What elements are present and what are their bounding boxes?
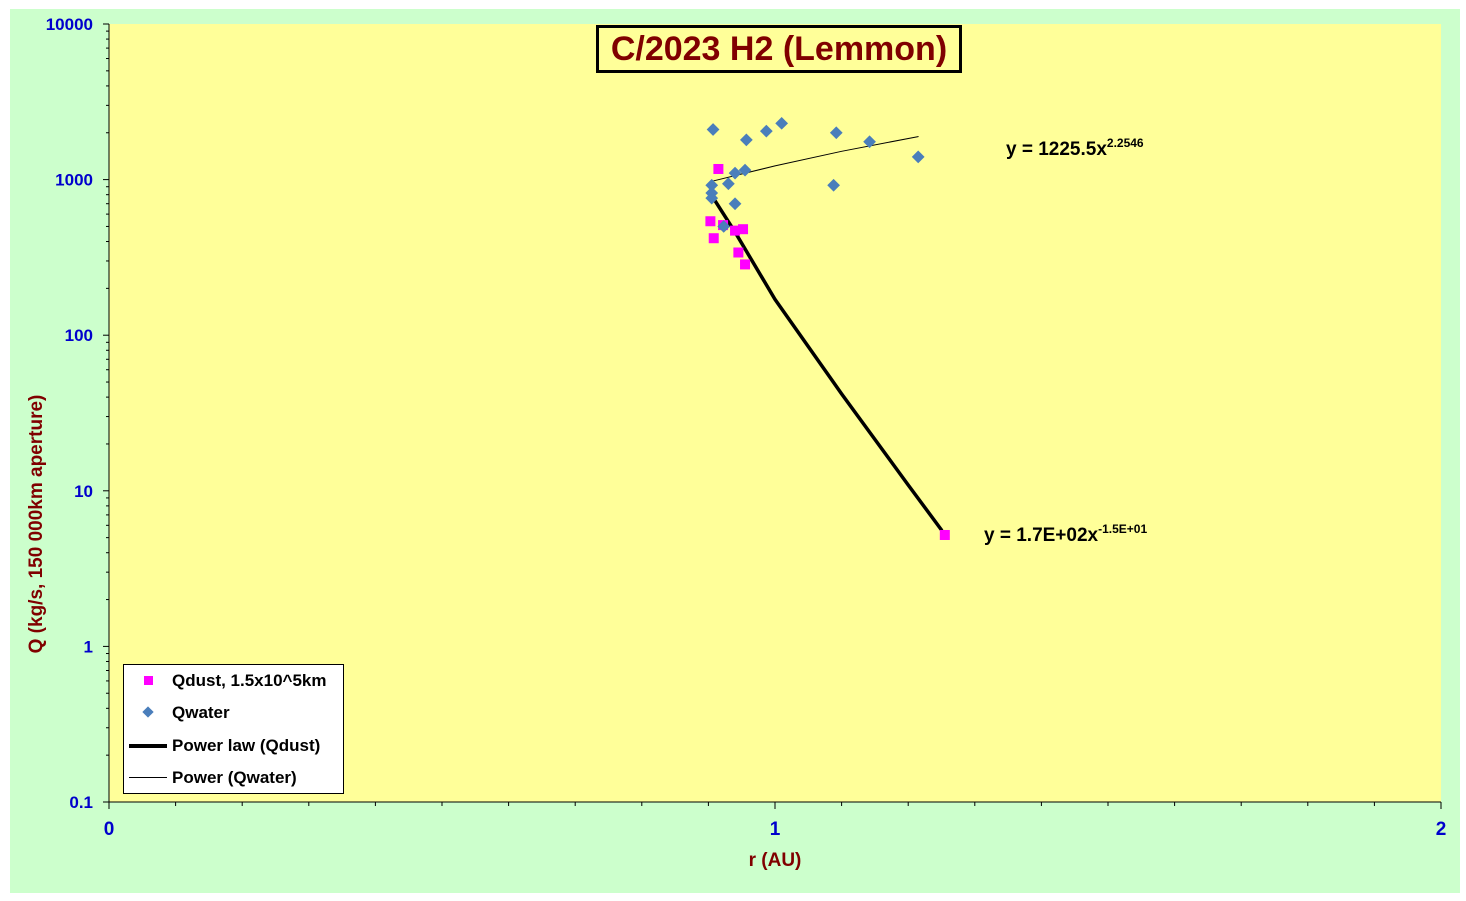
thin-line-icon xyxy=(129,777,167,778)
blue-diamond-marker-icon xyxy=(142,706,154,718)
legend-label-qdust: Qdust, 1.5x10^5km xyxy=(172,671,327,690)
legend-item-power-law-qdust: Power law (Qdust) xyxy=(124,734,343,758)
legend-item-qdust: Qdust, 1.5x10^5km xyxy=(124,669,343,693)
qdust-fit-equation: y = 1.7E+02x-1.5E+01 xyxy=(984,522,1147,546)
chart-title: C/2023 H2 (Lemmon) xyxy=(610,29,948,68)
legend-label-qwater: Qwater xyxy=(172,703,230,722)
legend-label-power-qwater: Power (Qwater) xyxy=(172,768,297,787)
legend-label-power-law-qdust: Power law (Qdust) xyxy=(172,736,321,755)
x-tick-label: 1 xyxy=(770,819,781,840)
x-axis-title: r (AU) xyxy=(749,850,802,871)
y-tick-label: 1 xyxy=(84,637,93,656)
x-tick-label: 0 xyxy=(104,819,115,840)
qdust-point xyxy=(740,259,751,270)
qwater-fit-equation-exponent: 2.2546 xyxy=(1107,136,1144,150)
y-tick-label: 1000 xyxy=(55,171,93,190)
qdust-point xyxy=(713,163,724,174)
y-tick-label: 100 xyxy=(65,326,93,345)
y-tick-label: 10 xyxy=(74,482,93,501)
qdust-point xyxy=(733,247,744,258)
y-axis-title: Q (kg/s, 150 000km aperture) xyxy=(26,395,47,654)
y-tick-label: 10000 xyxy=(46,15,93,34)
thick-line-icon xyxy=(129,744,167,748)
qdust-point xyxy=(708,233,719,244)
qdust-point xyxy=(730,225,741,236)
legend: Qdust, 1.5x10^5km Qwater Power law (Qdus… xyxy=(123,664,344,794)
chart-labels: 0.1 1 10 100 1000 10000 0 1 2 r (AU) Q (kg/s, 150 … xyxy=(26,15,1446,871)
y-tick-label: 0.1 xyxy=(69,793,93,812)
qdust-point xyxy=(705,216,716,227)
qwater-fit-equation: y = 1225.5x2.2546 xyxy=(1006,136,1144,160)
axes xyxy=(103,23,1442,809)
qwater-fit-equation-main: y = 1225.5x xyxy=(1006,139,1107,160)
qdust-fit-equation-main: y = 1.7E+02x xyxy=(984,525,1099,546)
qdust-fit-equation-exponent: -1.5E+01 xyxy=(1098,522,1147,536)
chart-title-box: C/2023 H2 (Lemmon) xyxy=(596,25,962,73)
qdust-point xyxy=(738,224,749,235)
qdust-point xyxy=(939,529,950,540)
legend-item-qwater: Qwater xyxy=(124,701,343,725)
magenta-square-marker-icon xyxy=(144,676,153,685)
legend-item-power-qwater: Power (Qwater) xyxy=(124,766,343,790)
x-tick-label: 2 xyxy=(1436,819,1447,840)
